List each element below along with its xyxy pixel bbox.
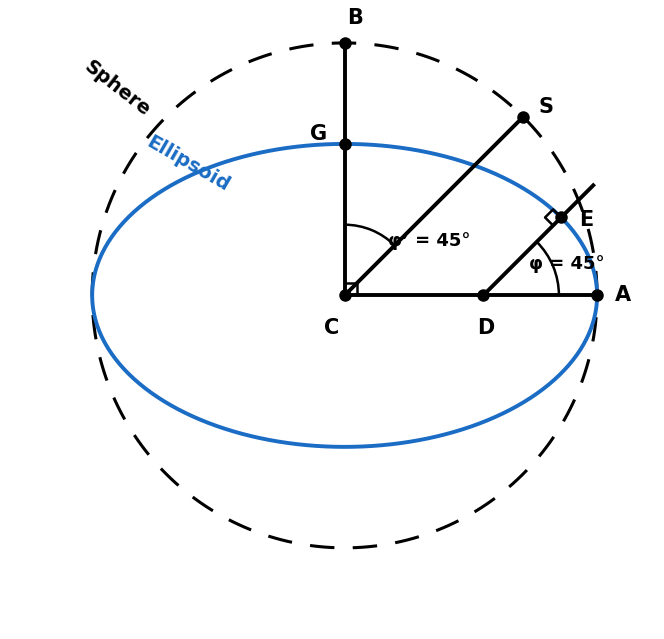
Text: Sphere: Sphere xyxy=(81,57,154,120)
Text: φ = 45°: φ = 45° xyxy=(529,255,604,273)
Text: φ’ = 45°: φ’ = 45° xyxy=(388,232,470,250)
Text: B: B xyxy=(347,8,363,27)
Text: E: E xyxy=(579,210,593,230)
Text: Ellipsoid: Ellipsoid xyxy=(143,133,233,196)
Text: G: G xyxy=(310,124,327,144)
Text: S: S xyxy=(539,96,553,117)
Text: A: A xyxy=(615,286,631,305)
Text: D: D xyxy=(477,318,494,338)
Text: C: C xyxy=(325,318,339,338)
